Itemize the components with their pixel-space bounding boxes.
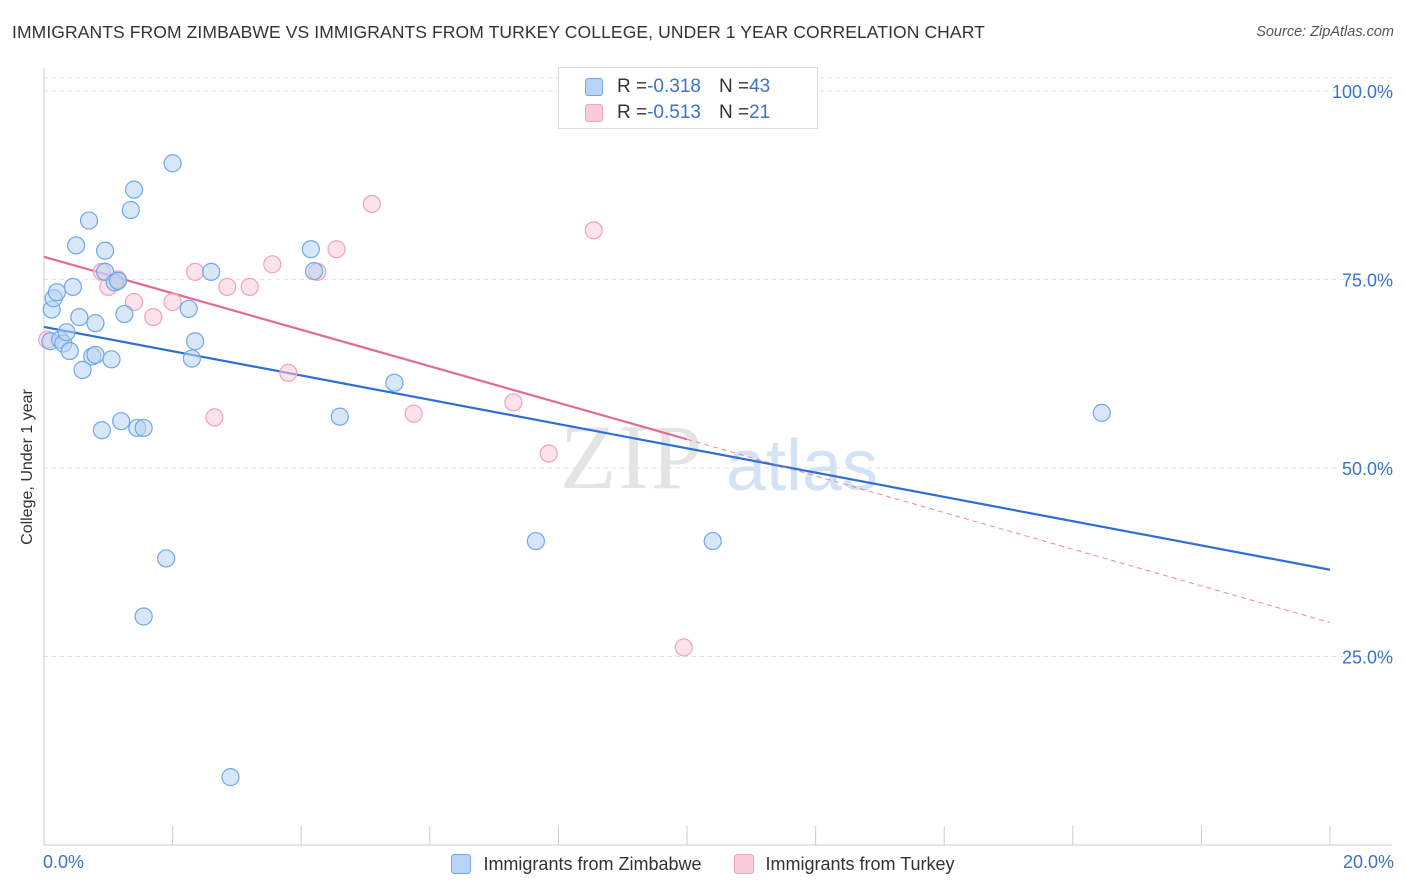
legend-row-turkey: R = -0.513 N = 21: [585, 102, 770, 124]
data-point-zimbabwe: [134, 418, 153, 438]
y-tick-label: 100.0%: [1332, 82, 1393, 102]
data-point-turkey: [279, 363, 298, 383]
legend-n-label: N =: [718, 102, 750, 123]
data-point-zimbabwe: [163, 154, 182, 173]
watermark-atlas: atlas: [726, 426, 878, 506]
data-point-zimbabwe: [63, 277, 83, 297]
legend-n-value: 21: [749, 102, 771, 123]
trend-line-zimbabwe: [43, 325, 1331, 571]
grid-lines: [44, 77, 1392, 657]
data-point-turkey: [144, 307, 163, 327]
data-point-zimbabwe: [92, 421, 111, 440]
data-point-zimbabwe: [121, 200, 140, 220]
y-tick-label: 25.0%: [1342, 647, 1393, 667]
data-point-zimbabwe: [385, 373, 404, 392]
data-point-zimbabwe: [301, 240, 320, 259]
data-point-zimbabwe: [67, 236, 86, 255]
series-legend: Immigrants from Zimbabwe Immigrants from…: [0, 852, 1406, 876]
trend-line-turkey: [43, 255, 688, 441]
legend-row-zimbabwe: R = -0.318 N = 43: [585, 76, 770, 98]
legend-r-value: -0.318: [647, 76, 701, 97]
legend-swatch-turkey: [585, 104, 603, 122]
data-point-turkey: [404, 404, 423, 423]
trend-lines: [43, 255, 1331, 624]
y-tick-labels: 25.0% 50.0% 75.0% 100.0%: [1332, 82, 1393, 668]
y-tick-label: 50.0%: [1342, 459, 1393, 479]
data-point-zimbabwe: [330, 407, 349, 426]
data-point-zimbabwe: [202, 262, 221, 281]
data-point-zimbabwe: [134, 607, 153, 626]
x-tick-label-min: 0.0%: [43, 852, 85, 872]
data-point-zimbabwe: [124, 180, 144, 199]
trend-line-extension: [686, 438, 1331, 624]
series-swatch-zimbabwe: [451, 854, 472, 874]
y-tick-label: 75.0%: [1342, 270, 1393, 290]
data-point-zimbabwe: [70, 307, 89, 327]
data-point-turkey: [124, 292, 144, 312]
y-axis-title: College, Under 1 year: [19, 389, 36, 545]
data-point-zimbabwe: [526, 531, 545, 551]
data-point-zimbabwe: [112, 412, 131, 431]
data-point-zimbabwe: [157, 549, 176, 568]
data-point-zimbabwe: [115, 304, 134, 324]
legend-r-label: R =: [617, 76, 648, 97]
legend-r-label: R =: [617, 102, 648, 123]
data-point-zimbabwe: [182, 349, 201, 368]
axes: [43, 68, 1392, 846]
data-point-zimbabwe: [102, 350, 121, 369]
data-point-zimbabwe: [73, 360, 92, 379]
series-name-turkey: Immigrants from Turkey: [765, 853, 955, 874]
data-point-turkey: [263, 255, 282, 274]
data-point-zimbabwe: [703, 531, 722, 551]
legend-r-value: -0.513: [647, 102, 701, 123]
series-name-zimbabwe: Immigrants from Zimbabwe: [483, 853, 702, 874]
x-tick-label-max: 20.0%: [1342, 852, 1394, 872]
data-point-zimbabwe: [60, 341, 79, 361]
data-point-zimbabwe: [1092, 403, 1111, 422]
data-point-turkey: [186, 262, 205, 281]
data-point-turkey: [504, 393, 523, 412]
watermark-zip: ZIP: [560, 406, 704, 508]
data-point-turkey: [362, 194, 382, 214]
data-point-zimbabwe: [108, 271, 128, 290]
data-point-turkey: [327, 240, 346, 259]
data-point-turkey: [584, 221, 603, 240]
data-points: [38, 154, 1111, 787]
data-point-turkey: [539, 444, 558, 463]
legend-swatch-zimbabwe: [585, 78, 603, 96]
data-point-zimbabwe: [57, 323, 76, 342]
watermark: ZIP atlas: [560, 406, 878, 508]
source-credit: Source: ZipAtlas.com: [1256, 24, 1394, 40]
data-point-zimbabwe: [221, 768, 240, 787]
stats-legend: R = -0.318 N = 43 R = -0.513 N = 21: [558, 67, 818, 129]
data-point-zimbabwe: [79, 211, 99, 230]
data-point-zimbabwe: [95, 241, 115, 260]
series-legend-zimbabwe: Immigrants from Zimbabwe: [451, 853, 702, 875]
data-point-turkey: [240, 277, 259, 297]
data-point-turkey: [674, 638, 693, 657]
data-point-zimbabwe: [186, 332, 205, 351]
legend-n-value: 43: [749, 76, 771, 97]
data-point-zimbabwe: [86, 314, 105, 333]
data-point-turkey: [205, 408, 224, 427]
data-point-zimbabwe: [179, 299, 198, 318]
data-point-zimbabwe: [86, 345, 105, 364]
series-swatch-turkey: [733, 854, 754, 874]
chart-title: IMMIGRANTS FROM ZIMBABWE VS IMMIGRANTS F…: [12, 22, 985, 42]
data-point-turkey: [218, 277, 237, 297]
series-legend-turkey: Immigrants from Turkey: [733, 853, 955, 875]
data-point-turkey: [163, 292, 182, 312]
legend-n-label: N =: [718, 76, 750, 97]
data-point-zimbabwe: [47, 283, 66, 302]
data-point-zimbabwe: [304, 261, 324, 281]
